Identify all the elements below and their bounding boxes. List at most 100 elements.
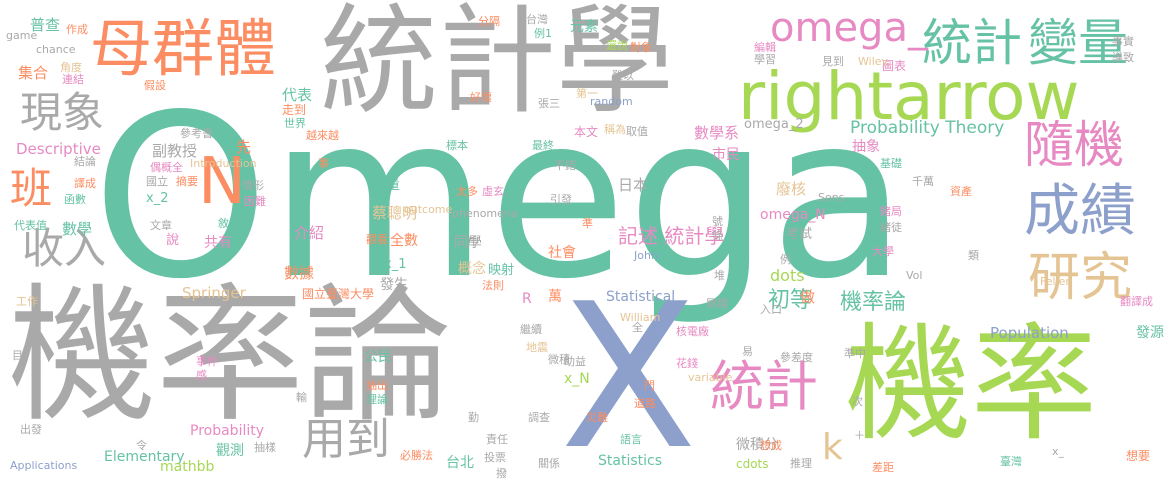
word-applications: Applications (10, 459, 78, 472)
word-fenjue: 分隔 (478, 15, 500, 28)
word-dujv: 賭局 (880, 205, 902, 218)
word-bishengfa: 必勝法 (400, 449, 433, 462)
word-jiawan: ＋ (854, 429, 865, 442)
word-daxue: 大學 (872, 245, 894, 258)
word-xiangyao: 想要 (1126, 449, 1151, 463)
word-cai: 蔡聰明 (372, 204, 418, 222)
word-probability: Probability (190, 423, 265, 439)
word-taiwan: 臺灣 (1000, 455, 1022, 468)
word-omega-hyphen: omega_ (770, 5, 928, 51)
word-yongdao: 用到 (302, 414, 390, 465)
word-descriptive: Descriptive (16, 140, 101, 158)
word-wiley: Wiley (858, 55, 889, 68)
word-guanxi: 關係 (538, 457, 560, 470)
word-weiqi: 微積 (548, 353, 570, 366)
word-dots: dots (770, 266, 805, 285)
word-canchadu: 參差度 (780, 351, 813, 364)
word-shuxue: 數學 (62, 220, 93, 238)
word-tubiao: 圖表 (882, 59, 907, 73)
word-jieshao: 介紹 (294, 224, 325, 242)
word-xian: 先 (236, 138, 252, 156)
word-shuo: 說 (166, 233, 180, 248)
word-x-big: X (560, 261, 698, 482)
word-wenzhang: 文章 (150, 219, 172, 232)
word-gezhi: x_ (1052, 445, 1065, 458)
word-muqunti: 母群體 (90, 12, 277, 85)
word-probability-theory: Probability Theory (850, 118, 1005, 138)
word-shimin: 市民 (712, 147, 740, 163)
word-dizhen: 地震 (526, 341, 548, 354)
word-jiashe: 假設 (144, 79, 166, 92)
word-statistics: Statistics (598, 453, 662, 469)
word-omega-2: omega_2 (744, 117, 804, 132)
word-chufa: 出發 (20, 423, 42, 436)
word-shouru: 收入 (22, 224, 107, 273)
word-zichan: 資產 (950, 185, 972, 198)
word-zhunzhong: 準中 (844, 347, 866, 360)
word-cankaoshu: 參考書 (180, 127, 213, 140)
word-zhong: 中 (468, 235, 479, 248)
word-tongjixue: 統計學 (320, 0, 675, 130)
word-zeren: 責任 (486, 433, 508, 446)
word-yiyi: 譯成 (74, 177, 96, 190)
word-yinfa: 引發 (550, 193, 572, 206)
word-xuzhu: 緒徒 (880, 221, 902, 234)
word-omega-N: omega_N (760, 207, 826, 223)
word-gongmin: 公民 (364, 349, 392, 365)
word-jilvlun: 機率論 (8, 270, 452, 442)
word-shehui: 社會 (548, 245, 576, 261)
word-suiji: 隨機 (1024, 116, 1124, 174)
word-kunnan: 困難 (244, 195, 266, 208)
word-riben: 日本 (618, 176, 649, 194)
word-fayuan: 發源 (1136, 325, 1164, 341)
word-zuocheng: 作成 (66, 23, 88, 36)
word-xiangcheng: 想成 (760, 439, 782, 452)
word-outcome: outcome (404, 203, 453, 216)
word-mu: 目 (12, 349, 23, 362)
word-random: random (590, 95, 633, 108)
word-yuansu: 元素 (570, 19, 598, 35)
word-daibiaozhi: 代表值 (14, 219, 47, 232)
word-variable: variable (688, 371, 733, 384)
word-quanshu: 全數 (390, 233, 418, 249)
word-hao: 號 (712, 215, 723, 228)
word-huaban: 花錢 (676, 357, 698, 370)
word-xuexi: 學習 (754, 53, 776, 66)
word-jilvlun-small: 機率論 (840, 290, 907, 315)
word-vol: Vol (906, 269, 923, 282)
word-fanyicheng: 翻譯成 (1120, 295, 1153, 308)
word-dingliang: 定量 (372, 177, 400, 193)
word-xianxiang: 現象 (20, 88, 105, 137)
word-chengji: 成績 (1024, 179, 1136, 244)
word-zainan: 災難 (586, 411, 608, 424)
word-hedianchang: 核電廠 (676, 325, 709, 338)
word-bucuo: 不錯 (554, 159, 576, 172)
word-tongxue: 同學 (454, 235, 482, 251)
word-jiqing: 情形 (242, 179, 264, 192)
word-lei: 類 (968, 249, 979, 262)
word-guolitaiwan: 國立臺灣大學 (302, 287, 375, 301)
word-bianliang: 變量 (1028, 14, 1128, 72)
word-jilv: 機率 (845, 311, 1097, 458)
word-ounao: 偶概全 (150, 161, 183, 174)
word-duixiang: 對象 (630, 41, 652, 54)
word-tongji-pink: 統計 (710, 355, 818, 418)
word-shijie: 世界 (284, 117, 306, 130)
word-shuxuexi: 數學系 (694, 124, 740, 142)
word-fujiaoshou: 副教授 (152, 142, 198, 160)
word-yuelaiyue: 越來越 (306, 129, 339, 142)
word-chudeng: 初等 (768, 288, 813, 313)
word-haishuo: 還說 (606, 39, 628, 52)
word-qianfang: 千萬 (912, 175, 934, 188)
word-william: William (620, 311, 661, 324)
word-gongyou: 共有 (204, 235, 232, 251)
word-gan: 感 (196, 369, 207, 382)
word-ling: 令 (136, 439, 147, 452)
word-bo: 撥 (496, 467, 507, 480)
word-gongzuo: 工作 (16, 295, 38, 308)
word-jixu: 繼續 (520, 323, 542, 336)
word-qin: 勤 (468, 411, 479, 424)
word-zhun: 準 (582, 217, 593, 230)
word-feller: Feller (1040, 275, 1070, 288)
